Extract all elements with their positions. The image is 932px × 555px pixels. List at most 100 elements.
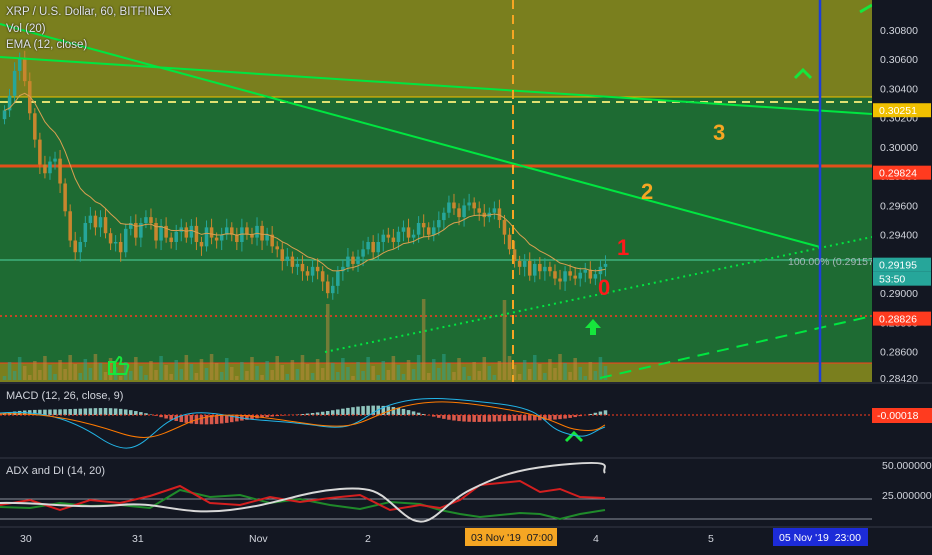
volume-bar [180, 369, 184, 380]
price-tick-label: 0.28600 [880, 347, 918, 359]
candle-body [200, 242, 204, 246]
candle-body [33, 113, 37, 139]
volume-bar [488, 366, 492, 380]
candle-body [452, 203, 456, 209]
ema-legend[interactable]: EMA (12, close) [6, 39, 87, 51]
candle-body [180, 227, 184, 231]
macd-hist-bar [397, 408, 401, 415]
macd-hist-bar [483, 415, 487, 422]
candle-body [331, 286, 335, 293]
macd-hist-bar [225, 415, 229, 423]
volume-bar [503, 300, 507, 380]
symbol-title[interactable]: XRP / U.S. Dollar, 60, BITFINEX [6, 6, 171, 18]
macd-hist-bar [563, 415, 567, 419]
price-tick-label: 0.30400 [880, 83, 918, 95]
candle-body [493, 208, 497, 212]
volume-bar [432, 359, 436, 380]
macd-hist-bar [528, 415, 532, 420]
candle-body [382, 235, 386, 242]
volume-bar [240, 362, 244, 380]
volume-bar [427, 373, 431, 380]
candle-body [250, 235, 254, 238]
volume-bar [392, 356, 396, 380]
macd-label[interactable]: MACD (12, 26, close, 9) [6, 390, 123, 402]
volume-bar [437, 368, 441, 380]
macd-hist-bar [548, 415, 552, 420]
volume-bar [3, 376, 7, 380]
volume-bar [346, 367, 350, 380]
candle-body [376, 242, 380, 252]
volume-bar [8, 362, 12, 380]
volume-bar [154, 370, 158, 380]
candle-body [508, 235, 512, 250]
volume-bar [336, 372, 340, 380]
candle-body [185, 227, 189, 237]
candle-body [447, 203, 451, 213]
candle-body [548, 267, 552, 271]
candle-body [265, 235, 269, 241]
macd-hist-bar [336, 409, 340, 415]
candle-body [149, 217, 153, 223]
macd-hist-bar [129, 410, 133, 415]
volume-bar [301, 355, 305, 380]
price-badge-label: 0.29824 [879, 168, 917, 180]
volume-bar [230, 367, 234, 380]
volume-bar [159, 356, 163, 380]
volume-bar [13, 371, 17, 380]
macd-hist-bar [43, 410, 47, 415]
volume-bar [376, 375, 380, 380]
candle-body [114, 242, 118, 243]
candle-body [543, 267, 547, 271]
volume-bar [286, 374, 290, 380]
candle-body [316, 267, 320, 271]
volume-bar [250, 357, 254, 380]
macd-hist-bar [366, 406, 370, 415]
macd-hist-bar [200, 415, 204, 424]
volume-bar [543, 373, 547, 380]
candle-body [109, 233, 113, 243]
volume-bar [84, 359, 88, 380]
volume-bar [68, 355, 72, 380]
vol-legend[interactable]: Vol (20) [6, 23, 46, 35]
candle-body [336, 271, 340, 286]
candle-body [518, 261, 522, 267]
adx-label[interactable]: ADX and DI (14, 20) [6, 465, 105, 477]
volume-bar [417, 355, 421, 380]
volume-bar [457, 358, 461, 380]
candle-body [53, 159, 57, 162]
candle-body [306, 271, 310, 275]
volume-bar [104, 372, 108, 380]
volume-bar [260, 375, 264, 380]
volume-bar [523, 360, 527, 380]
price-tick-label: 0.29400 [880, 230, 918, 242]
candle-body [407, 227, 411, 237]
volume-bar [568, 372, 572, 380]
macd-hist-bar [134, 411, 138, 415]
macd-hist-bar [73, 409, 77, 415]
volume-bar [139, 366, 143, 380]
volume-bar [589, 362, 593, 380]
macd-hist-bar [488, 415, 492, 422]
macd-hist-bar [79, 409, 83, 415]
macd-hist-bar [84, 408, 88, 415]
macd-hist-bar [124, 409, 128, 415]
volume-bar [548, 359, 552, 380]
adx-tick-25: 25.000000 [882, 490, 932, 502]
candle-body [104, 217, 108, 233]
volume-bar [281, 365, 285, 380]
candle-body [275, 246, 279, 249]
candle-body [361, 249, 365, 256]
volume-bar [306, 364, 310, 380]
macd-hist-bar [412, 411, 416, 415]
volume-bar [493, 375, 497, 380]
candle-body [311, 267, 315, 276]
candle-body [477, 208, 481, 212]
macd-hist-bar [53, 409, 57, 415]
volume-bar [291, 360, 295, 380]
candle-body [38, 140, 42, 165]
candle-body [73, 241, 77, 253]
candle-body [99, 217, 103, 227]
volume-bar [270, 370, 274, 380]
